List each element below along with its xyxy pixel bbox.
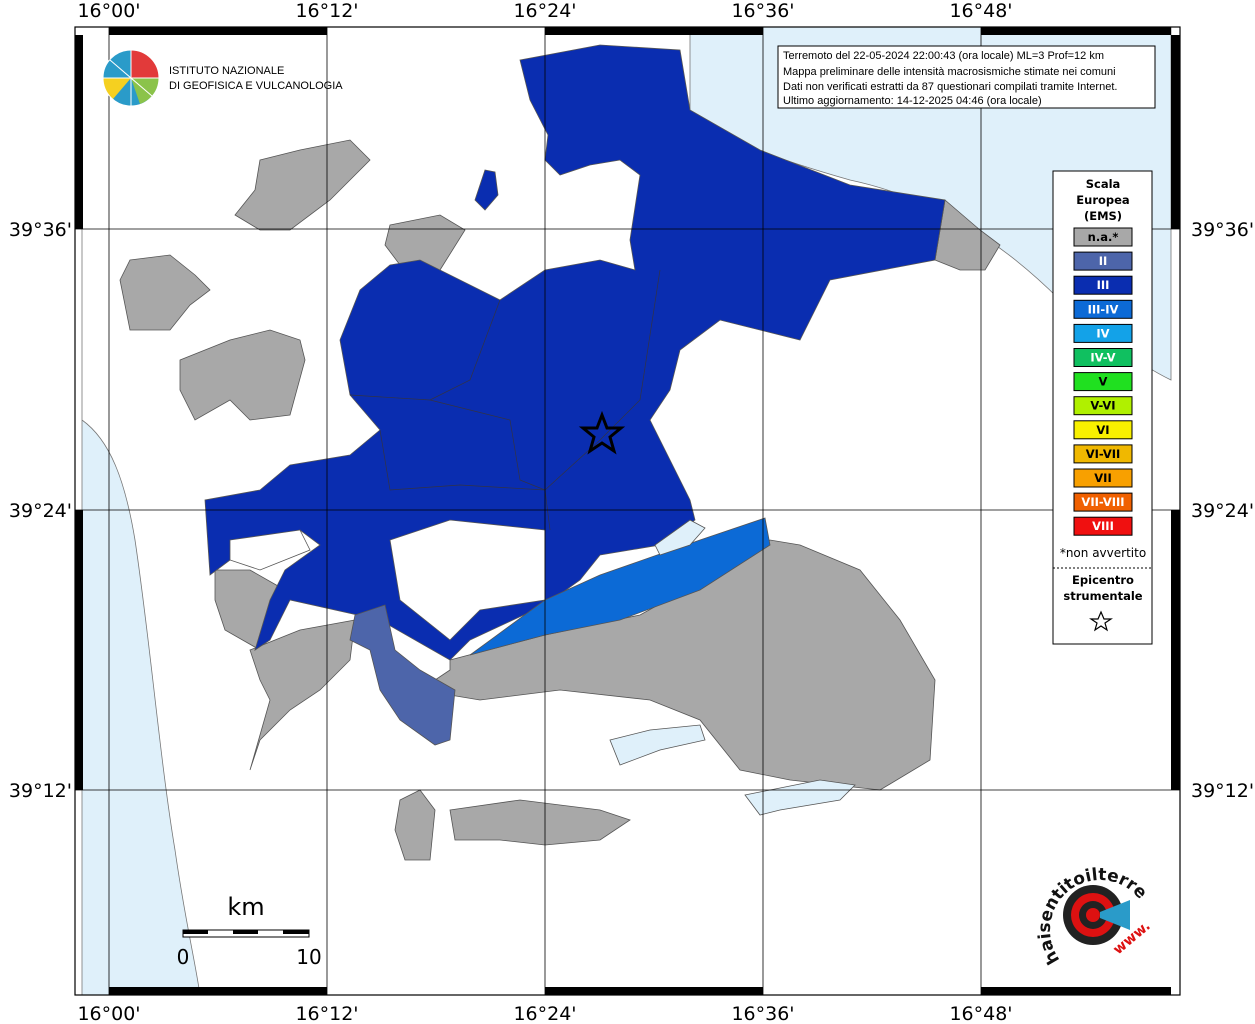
lon-label: 16°12' — [295, 0, 358, 22]
lon-label: 16°24' — [513, 0, 576, 22]
legend-swatch — [1073, 444, 1133, 464]
legend-box — [1052, 170, 1153, 645]
blank-area — [229, 529, 311, 571]
legend-swatch — [1073, 420, 1133, 440]
institute-name: ISTITUTO NAZIONALE — [169, 65, 284, 77]
lon-label: 16°36' — [731, 0, 794, 22]
lon-label: 16°36' — [731, 1003, 794, 1024]
info-box — [777, 45, 1156, 109]
intensity-area — [474, 169, 499, 211]
legend-note: *non avvertito — [1060, 546, 1146, 560]
scale-label: 10 — [296, 945, 321, 969]
legend-label: III — [1097, 278, 1110, 292]
legend-swatch — [1073, 396, 1133, 416]
info-line: Terremoto del 22-05-2024 22:00:43 (ora l… — [783, 50, 1104, 62]
sea — [81, 35, 201, 996]
lat-label: 39°24' — [1191, 500, 1254, 522]
legend-label: III-IV — [1088, 302, 1119, 316]
legend-label: n.a.* — [1088, 230, 1119, 244]
legend-swatch — [1073, 227, 1133, 247]
lon-label: 16°00' — [77, 1003, 140, 1024]
institute-name: DI GEOFISICA E VULCANOLOGIA — [169, 80, 343, 92]
legend-label: II — [1099, 254, 1108, 268]
epicenter — [578, 410, 626, 455]
municipalities-na — [119, 139, 1001, 861]
frame — [74, 26, 1181, 996]
legend-star — [1089, 610, 1113, 632]
legend-swatch — [1073, 372, 1133, 392]
legend-epicenter: strumentale — [1063, 589, 1142, 603]
legend-label: VII-VIII — [1081, 495, 1124, 509]
legend-swatch — [1073, 251, 1133, 271]
legend-label: IV — [1096, 326, 1109, 340]
graticule — [75, 27, 1180, 995]
lon-label: 16°24' — [513, 1003, 576, 1024]
blank-area — [389, 519, 546, 641]
legend: Scala Europea (EMS) *non avvertito Epice… — [1053, 177, 1152, 632]
legend-swatch — [1073, 275, 1133, 295]
legend-epicenter: Epicentro — [1072, 573, 1134, 587]
legend-label: VII — [1094, 471, 1111, 485]
scale-bar: km 0 10 — [177, 893, 322, 969]
legend-label: VI — [1096, 423, 1109, 437]
lat-label: 39°36' — [1191, 219, 1254, 241]
legend-swatch — [1073, 516, 1133, 536]
lat-label: 39°24' — [9, 500, 72, 522]
lakes — [609, 519, 856, 816]
legend-title: Scala — [1086, 177, 1121, 191]
info-line: Dati non verificati estratti da 87 quest… — [783, 81, 1117, 93]
legend-label: V — [1099, 375, 1108, 389]
legend-swatch — [1073, 492, 1133, 512]
info-line: Ultimo aggiornamento: 14-12-2025 04:46 (… — [783, 95, 1042, 107]
intensity-area — [349, 604, 456, 746]
legend-swatch — [1073, 323, 1133, 343]
intensity-area — [204, 44, 946, 661]
legend-label: V-VI — [1090, 399, 1115, 413]
scale-unit: km — [227, 893, 264, 921]
info-line: Mappa preliminare delle intensità macros… — [783, 66, 1116, 78]
axis-labels: 16°00' 16°00' 16°12' 16°12' 16°24' 16°24' 16°3… — [9, 0, 1254, 1024]
scale-label: 0 — [177, 945, 190, 969]
legend-swatch — [1073, 468, 1133, 488]
lat-label: 39°36' — [9, 219, 72, 241]
legend-swatch — [1073, 348, 1133, 367]
legend-title: (EMS) — [1084, 209, 1122, 223]
lon-label: 16°48' — [949, 1003, 1012, 1024]
lon-label: 16°48' — [949, 0, 1012, 22]
lat-label: 39°12' — [1191, 780, 1254, 802]
ingv-logo: ISTITUTO NAZIONALE DI GEOFISICA E VULCAN… — [102, 49, 343, 107]
lon-label: 16°00' — [77, 0, 140, 22]
info-text: Terremoto del 22-05-2024 22:00:43 (ora l… — [783, 50, 1117, 107]
legend-label: IV-V — [1090, 351, 1115, 365]
legend-swatch — [1073, 299, 1133, 319]
legend-label: VI-VII — [1086, 447, 1121, 461]
lat-label: 39°12' — [9, 780, 72, 802]
legend-label: VIII — [1092, 519, 1114, 533]
legend-title: Europea — [1076, 193, 1129, 207]
lon-label: 16°12' — [295, 1003, 358, 1024]
